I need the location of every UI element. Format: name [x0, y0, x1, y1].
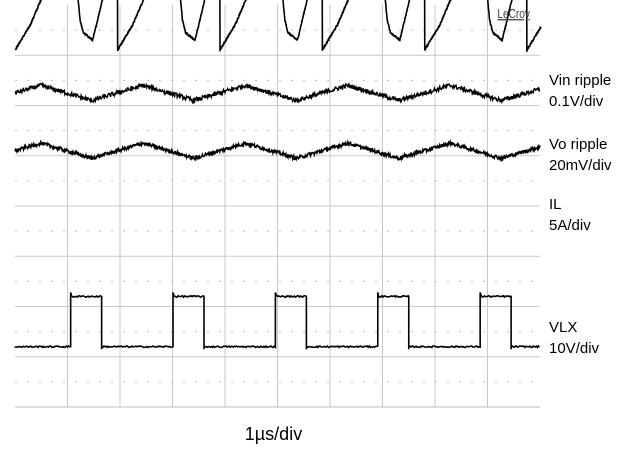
trace-vo-ripple [14, 81, 541, 105]
oscilloscope-plot: LeCroy [14, 0, 542, 408]
vo-name: Vo ripple [549, 136, 608, 153]
channel-label-vo: Vo ripple 20mV/div [549, 134, 612, 176]
timebase-label: 1µs/div [244, 424, 303, 444]
trace-vin-ripple [14, 0, 542, 53]
channel-label-il: IL 5A/div [549, 194, 591, 236]
trace-il [14, 139, 541, 163]
il-scale: 5A/div [549, 217, 591, 234]
lecroy-logo: LeCroy [497, 7, 530, 21]
vo-scale: 20mV/div [549, 157, 612, 174]
vlx-name: VLX [549, 319, 578, 336]
traces [14, 0, 542, 350]
channel-label-vin: Vin ripple 0.1V/div [549, 70, 611, 112]
il-name: IL [549, 196, 562, 213]
vin-scale: 0.1V/div [549, 93, 604, 110]
channel-label-vlx: VLX 10V/div [549, 317, 599, 359]
trace-vlx [14, 292, 541, 350]
vin-name: Vin ripple [549, 72, 612, 89]
vlx-scale: 10V/div [549, 340, 600, 357]
